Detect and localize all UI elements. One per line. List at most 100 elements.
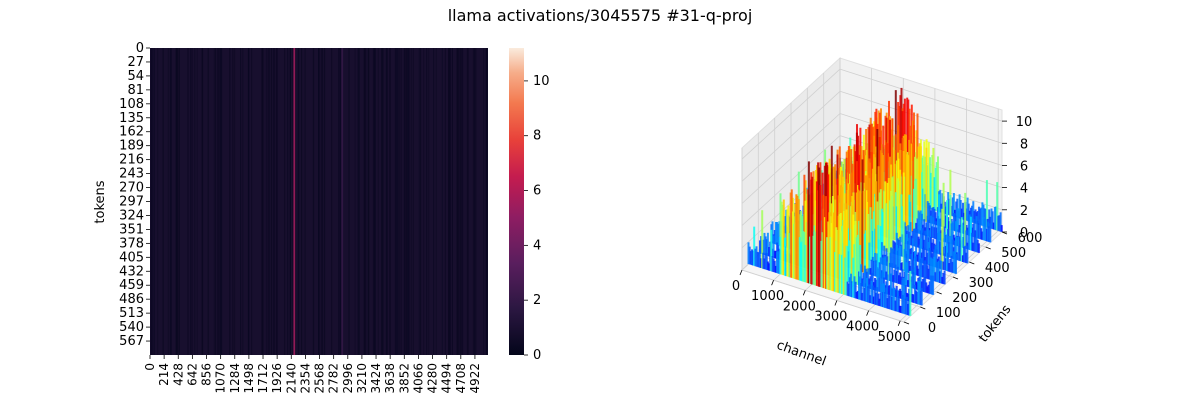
grid-line: [741, 68, 841, 160]
heatmap-x-tick-label: 4708: [454, 363, 468, 394]
heatmap-y-tick-label: 243: [119, 167, 144, 182]
surface-x-tick-label: 1000: [751, 289, 784, 304]
heatmap-stripe: [287, 48, 289, 355]
heatmap-x-tick-label: 2568: [313, 363, 327, 394]
heatmap-stripe: [486, 48, 488, 355]
heatmap-stripe: [368, 48, 370, 355]
surface-x-tick-label: 4000: [846, 320, 879, 335]
heatmap-x-tick-label: 2140: [284, 363, 298, 394]
surface-x-label: channel: [774, 338, 827, 370]
heatmap-stripe: [385, 48, 388, 355]
grid-line: [741, 113, 841, 204]
heatmap-y-tick-label: 162: [119, 125, 144, 140]
surface-z-tick-label: 0: [1020, 226, 1028, 241]
heatmap-stripe: [410, 48, 412, 355]
grid-line: [839, 90, 1003, 144]
heatmap-stripes: [150, 48, 488, 355]
heatmap-stripe: [358, 48, 360, 355]
heatmap-stripe: [472, 48, 475, 355]
heatmap-stripe: [170, 48, 172, 355]
heatmap-stripe: [475, 48, 477, 355]
surface-z-tick-label: 6: [1020, 160, 1028, 175]
surface-x-tick-label: 2000: [783, 299, 816, 314]
heatmap-y-tick-label: 567: [119, 334, 144, 349]
heatmap-stripe: [405, 48, 408, 355]
heatmap-stripe: [338, 48, 340, 355]
colorbar-tick-label: 8: [533, 129, 541, 144]
heatmap-stripe: [301, 48, 303, 355]
surface-y-tick-mark: [969, 261, 975, 265]
surface-y-tick-mark: [920, 306, 926, 310]
heatmap-stripe: [265, 48, 268, 355]
heatmap-y-tick-label: 432: [119, 264, 144, 279]
surface-x-tick-mark: [897, 320, 901, 326]
heatmap-stripe: [386, 48, 388, 355]
heatmap-stripe: [483, 48, 485, 355]
surface-x-tick-mark: [834, 300, 838, 306]
heatmap-stripe: [312, 48, 315, 355]
heatmap-stripe: [240, 48, 242, 355]
colorbar: [509, 48, 524, 355]
heatmap-stripe: [428, 48, 430, 355]
heatmap-stripe: [456, 48, 458, 355]
heatmap-stripe: [459, 48, 461, 355]
surface-z-ticks: 0 2 4 6 8 10: [1002, 115, 1032, 241]
heatmap-stripe: [405, 48, 407, 355]
heatmap-y-tick-label: 297: [119, 195, 144, 210]
heatmap-stripe: [348, 48, 350, 355]
heatmap-stripe: [354, 48, 356, 355]
heatmap-stripe: [213, 48, 215, 355]
grid-line: [741, 91, 841, 182]
heatmap-stripe: [268, 48, 270, 355]
surface-y-tick-label: 0: [928, 321, 936, 336]
surface-y-tick-label: 500: [1001, 246, 1026, 261]
heatmap-stripe: [403, 48, 405, 355]
heatmap-stripe: [177, 48, 179, 355]
heatmap-x-tick-label: 4066: [411, 363, 425, 394]
heatmap-stripe: [220, 48, 222, 355]
heatmap-x-tick-label: 1926: [270, 363, 284, 394]
heatmap-stripe: [462, 48, 464, 355]
heatmap-x-tick-label: 1070: [214, 363, 228, 394]
heatmap-stripe: [433, 48, 435, 355]
heatmap-stripe: [248, 48, 250, 355]
heatmap-y-tick-label: 405: [119, 250, 144, 265]
heatmap-x-tick-label: 642: [185, 363, 199, 386]
heatmap-stripe: [458, 48, 460, 355]
heatmap-stripe: [201, 48, 203, 355]
heatmap-stripe: [284, 48, 286, 355]
heatmap-stripe: [382, 48, 384, 355]
heatmap-hot-channel: [293, 48, 296, 355]
surface-z-tick-label: 10: [1016, 115, 1033, 130]
heatmap-stripe: [157, 48, 159, 355]
surface-y-tick-mark: [985, 246, 991, 250]
figure-title: llama activations/3045575 #31-q-proj: [447, 6, 753, 25]
heatmap-stripe: [485, 48, 488, 355]
heatmap-x-tick-label: 1498: [242, 363, 256, 394]
heatmap-y-tick-label: 81: [127, 83, 144, 98]
heatmap-stripe: [400, 48, 402, 355]
heatmap-stripe: [363, 48, 365, 355]
heatmap-x-tick-label: 3424: [369, 363, 383, 394]
heatmap-x-tick-label: 4922: [468, 363, 482, 394]
heatmap-stripe: [408, 48, 410, 355]
colorbar-tick-label: 6: [533, 184, 541, 199]
surface-y-tick-label: 600: [1018, 231, 1043, 246]
heatmap-x-tick-label: 3852: [397, 363, 411, 394]
heatmap-y-tick-label: 351: [119, 222, 144, 237]
surface-y-tick-label: 100: [936, 306, 961, 321]
heatmap-y-tick-label: 486: [119, 292, 144, 307]
heatmap-stripe: [372, 48, 375, 355]
heatmap-stripe: [381, 48, 383, 355]
heatmap-y-tick-label: 270: [119, 181, 144, 196]
surface-z-tick-label: 4: [1020, 182, 1028, 197]
heatmap-stripe: [167, 48, 169, 355]
heatmap-y-tick-label: 459: [119, 278, 144, 293]
surface-y-tick-mark: [952, 276, 959, 280]
heatmap-stripe: [267, 48, 269, 355]
heatmap-stripe: [419, 48, 422, 355]
heatmap-stripe: [178, 48, 180, 355]
